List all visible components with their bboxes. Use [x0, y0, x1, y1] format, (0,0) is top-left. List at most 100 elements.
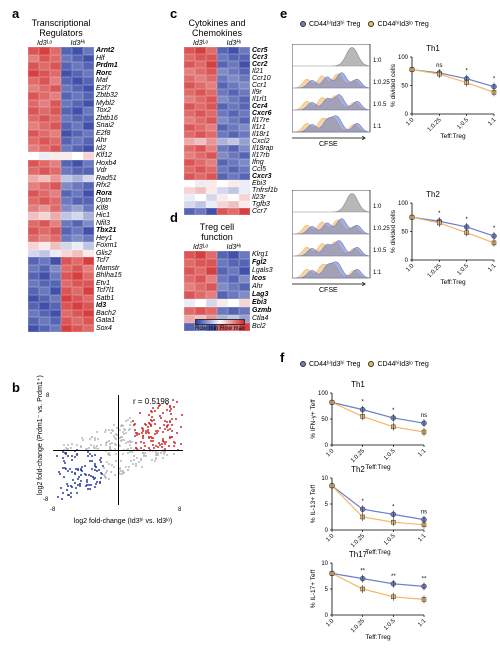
- gene-label: Tbx21: [96, 227, 122, 235]
- heatmap-cell: [217, 131, 228, 138]
- heatmap-cell: [239, 166, 250, 173]
- heatmap-cell: [61, 130, 72, 138]
- heatmap-cell: [50, 205, 61, 213]
- svg-text:1:0: 1:0: [405, 263, 416, 274]
- heatmap-cell: [72, 55, 83, 63]
- scatter-dot: [135, 442, 137, 444]
- scatter-dot: [164, 428, 166, 430]
- scatter-dot: [171, 430, 173, 432]
- gene-label: Optn: [96, 197, 122, 205]
- heatmap-cell: [184, 283, 195, 291]
- scatter-dot: [59, 473, 61, 475]
- heatmap-cell: [61, 310, 72, 318]
- scatter-dot: [115, 460, 117, 462]
- gene-label: Il21: [252, 68, 278, 75]
- heatmap-cell: [50, 325, 61, 333]
- heatmap-cell: [239, 201, 250, 208]
- heatmap-cell: [239, 47, 250, 54]
- gene-label: Sox4: [96, 325, 122, 333]
- heatmap-cell: [228, 47, 239, 54]
- heatmap-cell: [39, 160, 50, 168]
- gene-label: Gata1: [96, 317, 122, 325]
- scatter-dot: [132, 420, 134, 422]
- scatter-dot: [133, 459, 135, 461]
- heatmap-cell: [83, 310, 94, 318]
- heatmap-cell: [228, 68, 239, 75]
- scatter-dot: [96, 481, 98, 483]
- heatmap-cell: [50, 137, 61, 145]
- heatmap-title: TranscriptionalRegulators: [28, 18, 94, 38]
- heatmap-cell: [61, 77, 72, 85]
- svg-text:1:0.25: 1:0.25: [350, 533, 367, 550]
- svg-text:100: 100: [398, 55, 409, 61]
- heatmap-cell: [217, 283, 228, 291]
- heatmap-cell: [239, 82, 250, 89]
- heatmap-cell: [217, 194, 228, 201]
- svg-text:CFSE: CFSE: [319, 141, 338, 147]
- heatmap-cell: [239, 145, 250, 152]
- heatmap-cell: [228, 82, 239, 89]
- heatmap-cell: [28, 295, 39, 303]
- heatmap-cell: [83, 317, 94, 325]
- heatmap-cell: [217, 96, 228, 103]
- heatmap-cell: [217, 68, 228, 75]
- heatmap-cell: [61, 160, 72, 168]
- heatmap-cell: [72, 100, 83, 108]
- svg-text:10: 10: [321, 561, 328, 567]
- chart-title: Th2: [388, 190, 478, 199]
- heatmap-cell: [61, 100, 72, 108]
- line-chart: Th2050100***1:01:0.251:0.51:1Teff:Treg% …: [388, 190, 500, 292]
- scatter-dot: [171, 424, 173, 426]
- svg-text:0: 0: [325, 443, 329, 449]
- scatter-dot: [70, 496, 72, 498]
- legend-label: CD44ʰⁱId3ˡᵒ Treg: [377, 360, 428, 368]
- heatmap-cell: [61, 317, 72, 325]
- heatmap-cell: [39, 212, 50, 220]
- heatmap-cell: [61, 152, 72, 160]
- scatter-dot: [70, 447, 72, 449]
- heatmap-cell: [72, 77, 83, 85]
- heatmap-cell: [39, 182, 50, 190]
- heatmap-cell: [61, 55, 72, 63]
- svg-text:1:0.25: 1:0.25: [427, 117, 444, 134]
- scatter-dot: [90, 484, 92, 486]
- scatter-dot: [105, 477, 107, 479]
- scatter-dot: [76, 453, 78, 455]
- scatter-dot: [87, 455, 89, 457]
- cfse-histograms: 1:01:0.251:0.51:1CFSE% of max: [292, 44, 400, 147]
- gene-label: Vdr: [96, 167, 122, 175]
- heatmap-cell: [50, 107, 61, 115]
- heatmap-cell: [50, 122, 61, 130]
- heatmap-cell: [50, 190, 61, 198]
- heatmap-cell: [184, 166, 195, 173]
- heatmap-cell: [50, 160, 61, 168]
- heatmap-cell: [39, 190, 50, 198]
- scatter-dot: [141, 432, 143, 434]
- heatmap-c: Cytokines andChemokinesId3ᴸᵒId3ᴴᶦCcr5Ccr…: [184, 18, 278, 215]
- heatmap-cell: [195, 159, 206, 166]
- scatter-ylabel: log2 fold-change (Prdm1⁻ vs. Prdm1⁺): [36, 385, 44, 495]
- heatmap-cell: [39, 287, 50, 295]
- heatmap-cell: [195, 75, 206, 82]
- scatter-dot: [90, 444, 92, 446]
- scatter-dot: [96, 470, 98, 472]
- gene-label: Tcf7: [96, 257, 122, 265]
- heatmap-cell: [83, 325, 94, 333]
- scatter-dot: [127, 469, 129, 471]
- heatmap-cell: [72, 182, 83, 190]
- heatmap-cell: [195, 68, 206, 75]
- heatmap-cell: [50, 287, 61, 295]
- heatmap-cell: [39, 47, 50, 55]
- scatter-dot: [67, 444, 69, 446]
- heatmap-cell: [83, 167, 94, 175]
- heatmap-cell: [39, 137, 50, 145]
- heatmap-cell: [28, 310, 39, 318]
- heatmap-cell: [28, 160, 39, 168]
- scatter-dot: [111, 442, 113, 444]
- scatter-dot: [173, 406, 175, 408]
- heatmap-cell: [184, 68, 195, 75]
- scatter-dot: [80, 474, 82, 476]
- scatter-dot: [129, 417, 131, 419]
- heatmap-cell: [72, 137, 83, 145]
- heatmap-cell: [83, 137, 94, 145]
